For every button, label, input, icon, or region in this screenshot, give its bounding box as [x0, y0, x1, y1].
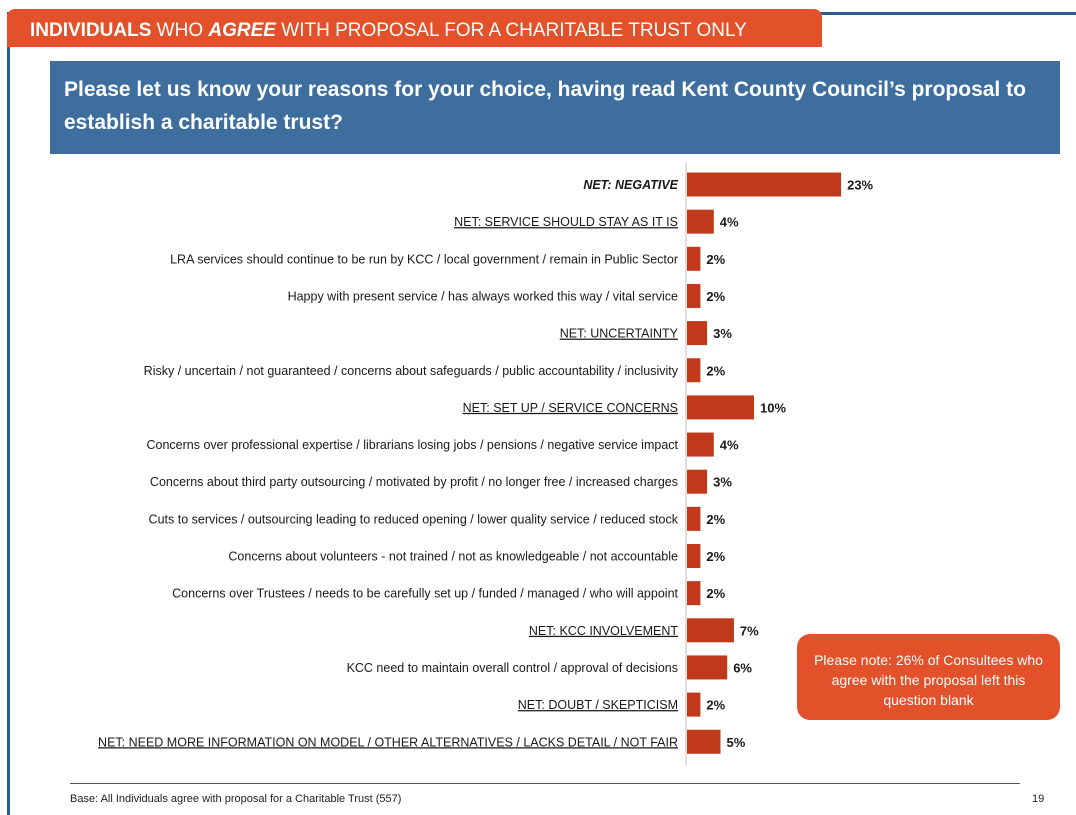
bar [687, 283, 701, 308]
category-label: NET: NEGATIVE [583, 178, 678, 192]
bar [687, 729, 721, 754]
category-label: Risky / uncertain / not guaranteed / con… [144, 364, 679, 378]
data-label: 7% [740, 623, 759, 638]
data-label: 10% [760, 400, 786, 415]
data-label: 2% [706, 252, 725, 267]
data-label: 4% [720, 215, 739, 230]
bar [687, 246, 701, 271]
bar [687, 544, 701, 568]
data-label: 23% [847, 178, 873, 193]
section-tab: INDIVIDUALS WHO AGREE WITH PROPOSAL FOR … [7, 9, 822, 47]
category-label: NET: NEED MORE INFORMATION ON MODEL / OT… [98, 735, 678, 749]
bar [687, 692, 701, 717]
category-label: Concerns over Trustees / needs to be car… [172, 587, 678, 601]
category-label: Cuts to services / outsourcing leading t… [149, 512, 679, 526]
tab-text-individuals: INDIVIDUALS [30, 20, 152, 41]
bar [687, 321, 708, 346]
data-label: 2% [706, 512, 725, 527]
data-label: 2% [706, 363, 725, 378]
bar [687, 469, 708, 494]
bar [687, 655, 728, 680]
data-label: 2% [706, 586, 725, 601]
category-label: NET: SERVICE SHOULD STAY AS IT IS [454, 215, 678, 229]
category-label: NET: SET UP / SERVICE CONCERNS [463, 401, 678, 415]
category-label: KCC need to maintain overall control / a… [347, 661, 678, 675]
question-banner: Please let us know your reasons for your… [50, 61, 1060, 154]
data-label: 3% [713, 475, 732, 490]
data-label: 5% [727, 735, 746, 750]
data-label: 2% [706, 289, 725, 304]
bar [687, 506, 701, 531]
category-label: Concerns about third party outsourcing /… [150, 475, 678, 489]
frame-left-rule [7, 18, 10, 815]
bar [687, 432, 714, 457]
note-callout: Please note: 26% of Consultees who agree… [797, 634, 1060, 720]
category-label: NET: UNCERTAINTY [560, 327, 679, 341]
tab-text-who: WHO [151, 20, 209, 41]
category-label: NET: KCC INVOLVEMENT [529, 624, 678, 638]
data-label: 2% [706, 549, 725, 564]
bar [687, 172, 842, 197]
bar [687, 581, 701, 606]
tab-text-rest: WITH PROPOSAL FOR A CHARITABLE TRUST ONL… [275, 20, 747, 41]
category-label: Happy with present service / has always … [288, 289, 678, 303]
category-label: Concerns about volunteers - not trained … [228, 550, 678, 564]
footer-divider [70, 783, 1020, 784]
data-label: 6% [733, 660, 752, 675]
data-label: 4% [720, 438, 739, 453]
bar [687, 618, 734, 643]
category-label: NET: DOUBT / SKEPTICISM [518, 698, 678, 712]
category-label: LRA services should continue to be run b… [170, 252, 678, 266]
bar [687, 358, 701, 383]
tab-text-agree: AGREE [208, 20, 276, 41]
data-label: 3% [713, 326, 732, 341]
category-label: Concerns over professional expertise / l… [146, 438, 678, 452]
base-note: Base: All Individuals agree with proposa… [70, 793, 402, 805]
data-label: 2% [706, 698, 725, 713]
page-number: 19 [1032, 793, 1045, 805]
bar [687, 209, 714, 234]
bar [687, 395, 754, 420]
